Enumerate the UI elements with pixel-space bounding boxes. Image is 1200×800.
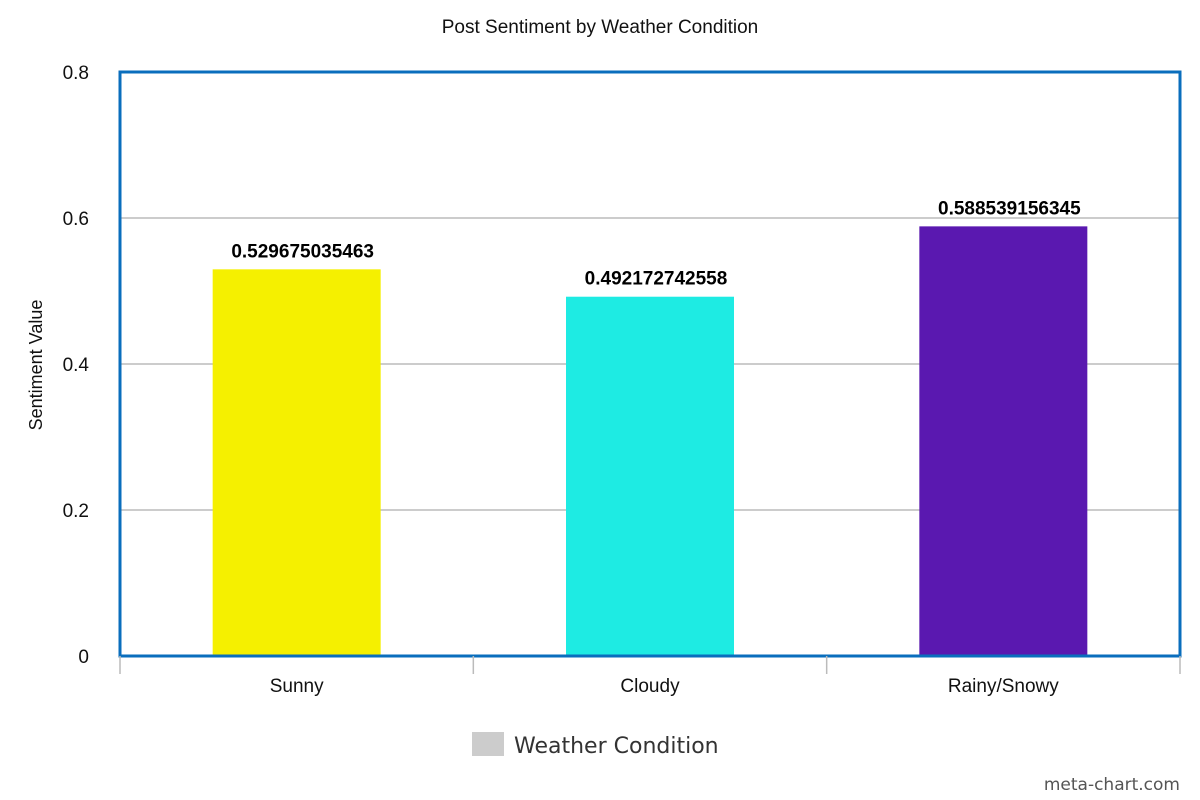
bar-value-label: 0.492172742558: [585, 269, 728, 290]
y-tick-label: 0: [78, 647, 89, 668]
legend-swatch: [472, 732, 504, 756]
y-tick-label: 0.6: [63, 209, 89, 230]
x-tick-label: Sunny: [270, 676, 324, 697]
x-tick-label: Rainy/Snowy: [948, 676, 1059, 697]
plot-frame: [118, 70, 1182, 658]
bar-value-label: 0.588539156345: [938, 198, 1081, 219]
y-tick-label: 0.8: [63, 63, 89, 84]
legend: Weather Condition: [472, 732, 719, 759]
bar-value-label: 0.529675035463: [231, 241, 374, 262]
x-tick-label: Cloudy: [620, 676, 680, 697]
watermark: meta-chart.com: [1044, 775, 1180, 795]
y-tick-label: 0.2: [63, 501, 89, 522]
data-labels: 0.529675035463 0.492172742558 0.5885391563…: [231, 198, 1081, 289]
bar-sunny: [212, 269, 381, 656]
bars: [212, 226, 1088, 657]
bar-cloudy: [566, 296, 734, 656]
y-axis-label: Sentiment Value: [26, 300, 46, 431]
y-tick-label: 0.4: [63, 355, 90, 376]
bar-rainy-snowy: [919, 226, 1088, 657]
axis-ticks: 0 0.2 0.4 0.6 0.8 Sunny Cloudy Rainy/Snowy: [63, 63, 1181, 697]
legend-label: Weather Condition: [514, 734, 719, 759]
plot-border: [118, 70, 1182, 658]
chart-title: Post Sentiment by Weather Condition: [442, 17, 759, 38]
